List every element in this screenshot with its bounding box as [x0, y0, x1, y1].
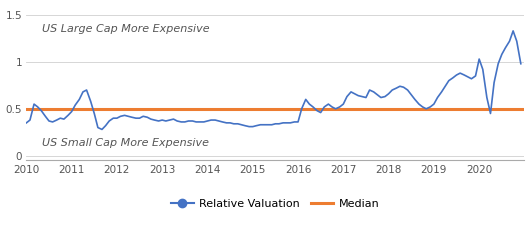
Text: US Small Cap More Expensive: US Small Cap More Expensive: [42, 138, 209, 148]
Text: US Large Cap More Expensive: US Large Cap More Expensive: [42, 24, 210, 34]
Legend: Relative Valuation, Median: Relative Valuation, Median: [167, 195, 384, 214]
